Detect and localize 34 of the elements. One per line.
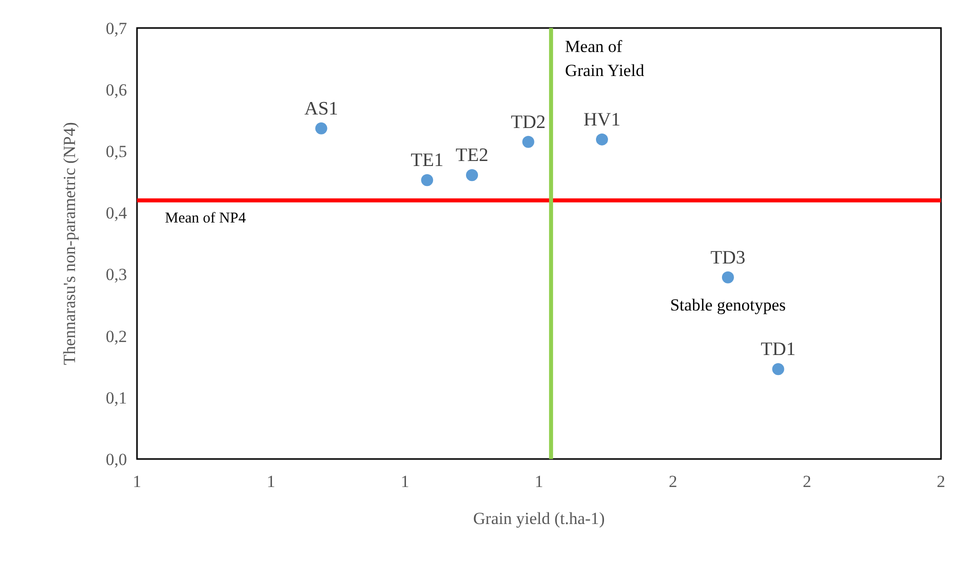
x-tick-label: 1 xyxy=(534,472,544,491)
x-tick-label: 2 xyxy=(802,472,812,491)
x-tick-label: 1 xyxy=(266,472,276,491)
y-tick-label: 0,3 xyxy=(106,265,127,284)
annotation: TD1 xyxy=(760,339,796,360)
ref-line-label: Mean of Grain Yield xyxy=(565,37,645,80)
y-tick-label: 0,4 xyxy=(106,204,128,223)
y-tick-label: 0,2 xyxy=(106,326,127,346)
y-tick-label: 0,5 xyxy=(106,142,127,162)
y-tick-label: 0,0 xyxy=(106,450,127,469)
annotation: HV1 xyxy=(584,109,620,130)
point xyxy=(722,271,734,284)
annotation: Stable genotypes xyxy=(670,295,786,314)
point xyxy=(596,133,608,146)
y-tick-label: 0,1 xyxy=(106,388,127,408)
y-tick-label: 0,6 xyxy=(106,80,127,100)
point xyxy=(466,169,478,182)
point xyxy=(315,122,328,134)
x-tick-label: 1 xyxy=(132,472,142,491)
y-tick-label: 0,7 xyxy=(106,18,128,38)
annotation: AS1 xyxy=(304,98,338,120)
point xyxy=(522,136,534,148)
point xyxy=(421,174,434,186)
y-axis-title: Thennarasu's non-parametric (NP4) xyxy=(60,122,79,365)
annotation: TE2 xyxy=(456,145,488,166)
point xyxy=(772,363,784,376)
x-tick-label: 2 xyxy=(936,472,946,491)
annotation: TD3 xyxy=(710,247,746,268)
x-tick-label: 2 xyxy=(668,472,678,491)
x-tick-label: 1 xyxy=(400,472,410,491)
ref-line-label: Mean of NP4 xyxy=(165,210,246,226)
annotation: TE1 xyxy=(410,150,444,172)
annotation: TD2 xyxy=(510,112,546,133)
x-axis-title: Grain yield (t.ha-1) xyxy=(473,509,605,528)
